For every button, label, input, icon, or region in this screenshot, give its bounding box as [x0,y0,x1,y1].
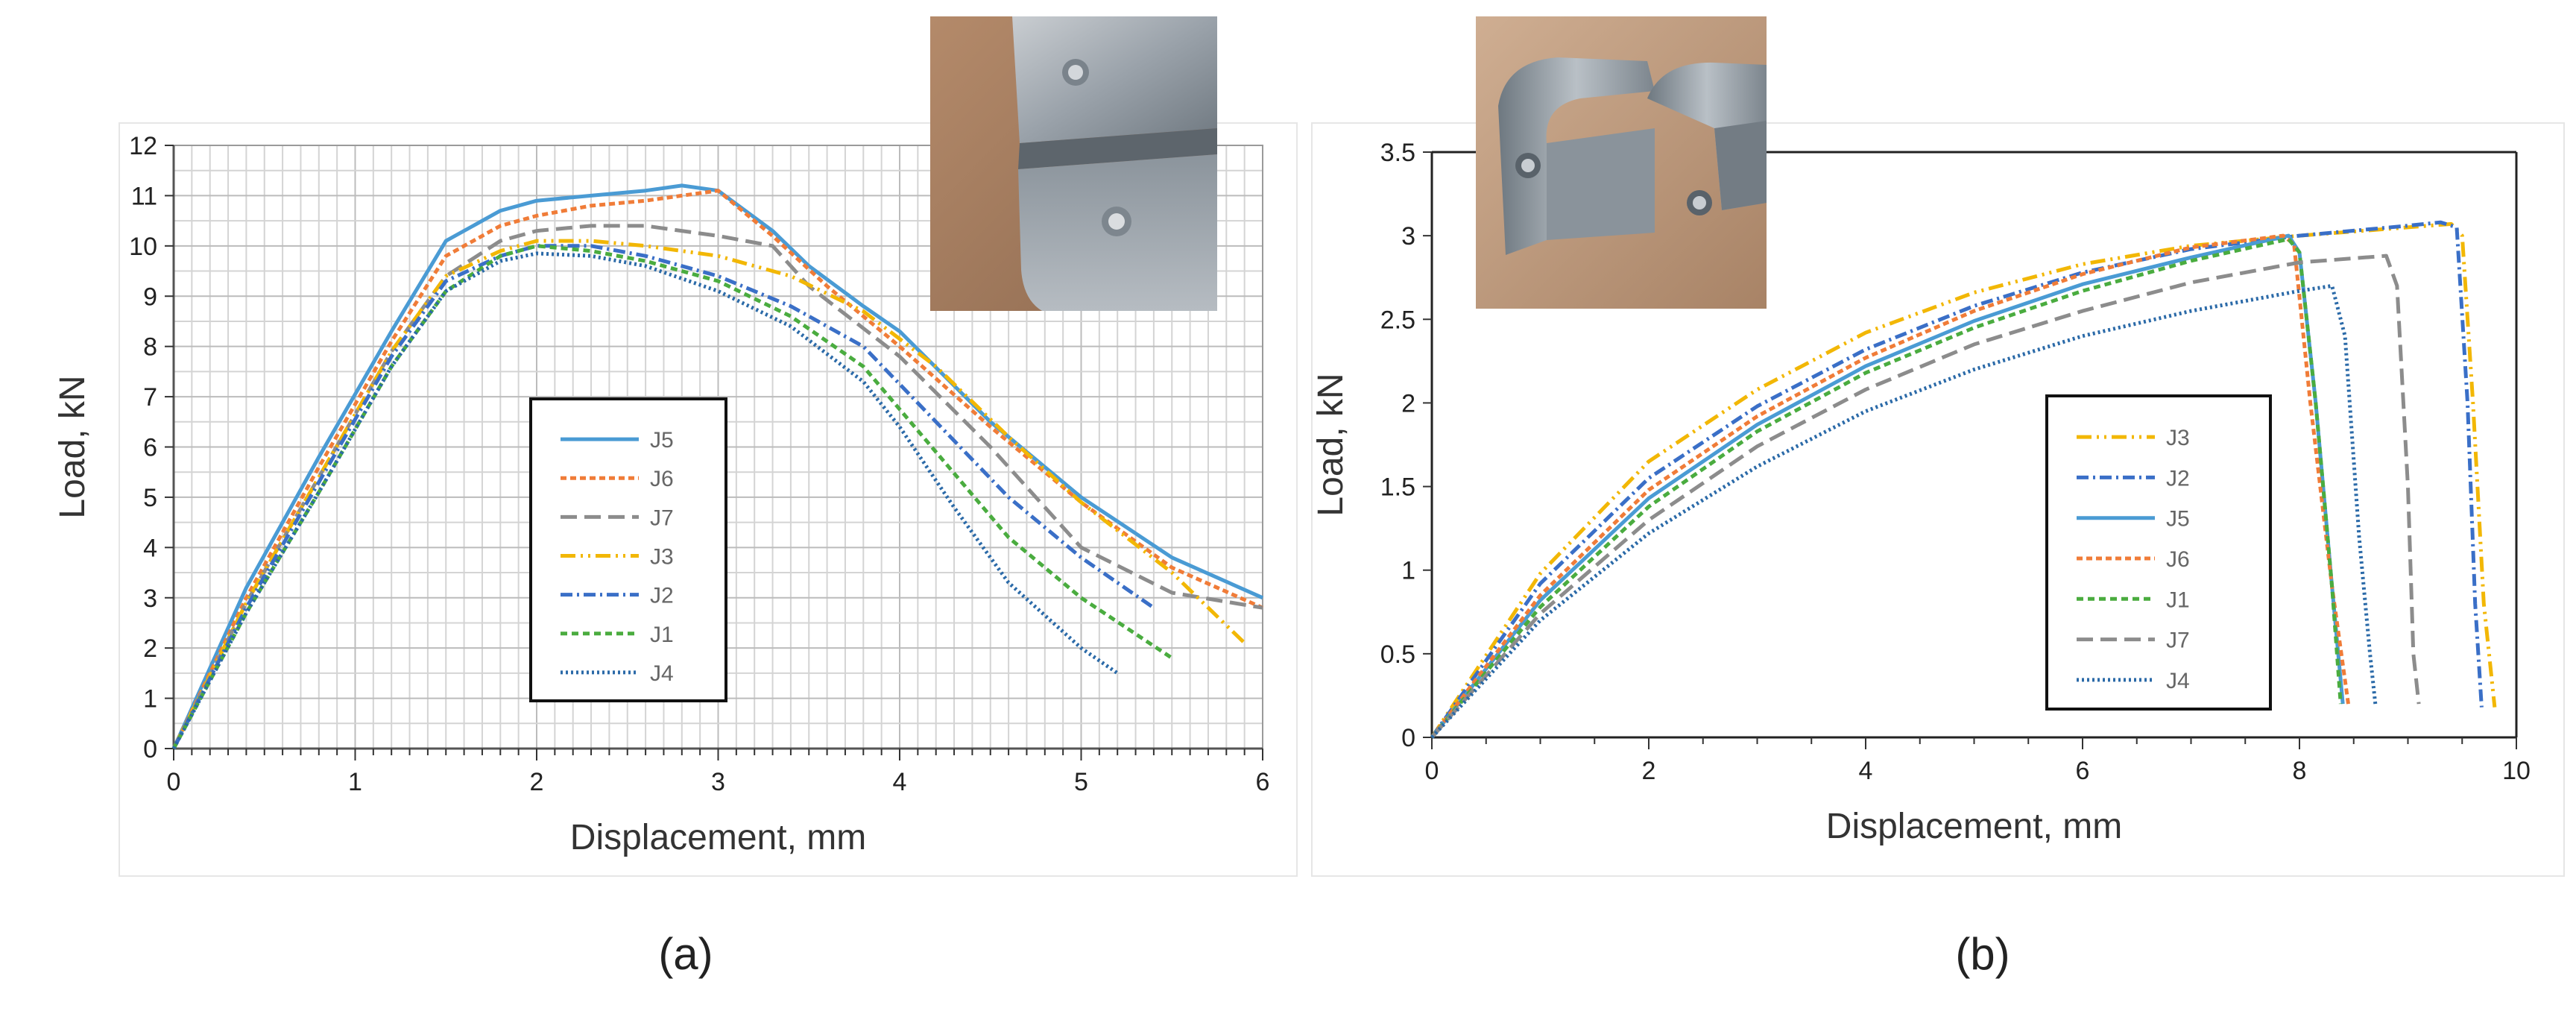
panel-label-b: (b) [1955,929,2010,979]
series-line-j7 [171,224,1263,750]
series-line-j2 [171,244,1155,750]
legend-label-j7: J7 [2166,629,2190,653]
y-tick-label: 0.5 [1380,640,1415,669]
series-line-j2 [1430,220,2484,739]
x-axis-label: Displacement, mm [570,818,866,857]
y-tick-label: 9 [143,283,157,311]
series-line-j3 [1430,221,2497,739]
legend-label-j5: J5 [650,428,674,453]
x-tick-label: 4 [1859,757,1873,785]
legend-label-j7: J7 [650,506,674,530]
y-tick-label: 1.5 [1380,473,1415,502]
series-line-j1 [1430,237,2343,739]
legend-label-j6: J6 [650,467,674,491]
legend-label-j5: J5 [2166,507,2190,532]
y-axis-label: Load, kN [1311,373,1351,516]
legend-label-j6: J6 [2166,547,2190,572]
photo-b [1476,16,1767,309]
y-tick-label: 12 [129,132,157,160]
y-tick-label: 3.5 [1380,139,1415,167]
legend-label-j3: J3 [650,545,674,570]
y-tick-label: 2.5 [1380,306,1415,334]
x-tick-label: 3 [711,768,725,796]
y-tick-label: 4 [143,534,157,562]
y-tick-label: 6 [143,434,157,462]
y-tick-label: 1 [1401,557,1415,585]
series-line-j6 [1430,233,2350,739]
series-line-j6 [171,189,1264,750]
x-tick-label: 10 [2502,757,2531,785]
x-tick-label: 0 [1425,757,1439,785]
legend-box [529,397,727,702]
y-tick-label: 10 [129,233,157,261]
series-line-j5 [171,183,1264,750]
legend-label-j2: J2 [2166,466,2190,491]
photo-a [930,16,1217,311]
legend-label-j1: J1 [650,623,674,647]
legend-label-j3: J3 [2166,426,2190,450]
legend-label-j4: J4 [2166,669,2190,693]
y-tick-label: 5 [143,484,157,512]
u-shaped-metal-channels-with-rivets-photo [1476,16,1767,309]
y-tick-label: 2 [1401,389,1415,418]
legend-box [2045,394,2272,711]
y-axis-label: Load, kN [53,375,92,518]
y-tick-label: 3 [143,585,157,613]
series-line-j4 [1430,283,2378,739]
legend-label-j2: J2 [650,584,674,608]
x-tick-label: 6 [1256,768,1270,796]
legend-label-j1: J1 [2166,588,2190,612]
y-tick-label: 7 [143,383,157,412]
panel-label-a: (a) [658,929,713,979]
x-tick-label: 1 [348,768,362,796]
x-tick-label: 4 [893,768,907,796]
y-tick-label: 1 [143,685,157,714]
x-tick-label: 8 [2293,757,2307,785]
x-tick-label: 2 [1642,757,1656,785]
x-tick-label: 2 [530,768,544,796]
x-tick-label: 0 [167,768,181,796]
y-tick-label: 0 [1401,724,1415,752]
series-line-j1 [171,244,1173,750]
chart-frame [1311,122,2565,877]
bent-metal-plates-with-rivet-photo [930,16,1217,311]
legend-label-j4: J4 [650,661,674,686]
chart-panel-b: 0 2 4 6 8 10 0 0.5 1 1.5 2 2.5 3 3.5 Displacement, mm L… [1311,122,2565,979]
y-tick-label: 2 [143,634,157,663]
chart-frame [119,122,1298,877]
y-tick-label: 0 [143,735,157,763]
x-axis-label: Displacement, mm [1826,807,2122,846]
y-tick-label: 11 [131,182,157,210]
series-line-j7 [1430,253,2421,739]
series-line-j4 [171,251,1119,750]
y-tick-label: 8 [143,333,157,362]
y-tick-label: 3 [1401,222,1415,251]
x-tick-label: 5 [1074,768,1088,796]
x-tick-label: 6 [2076,757,2090,785]
